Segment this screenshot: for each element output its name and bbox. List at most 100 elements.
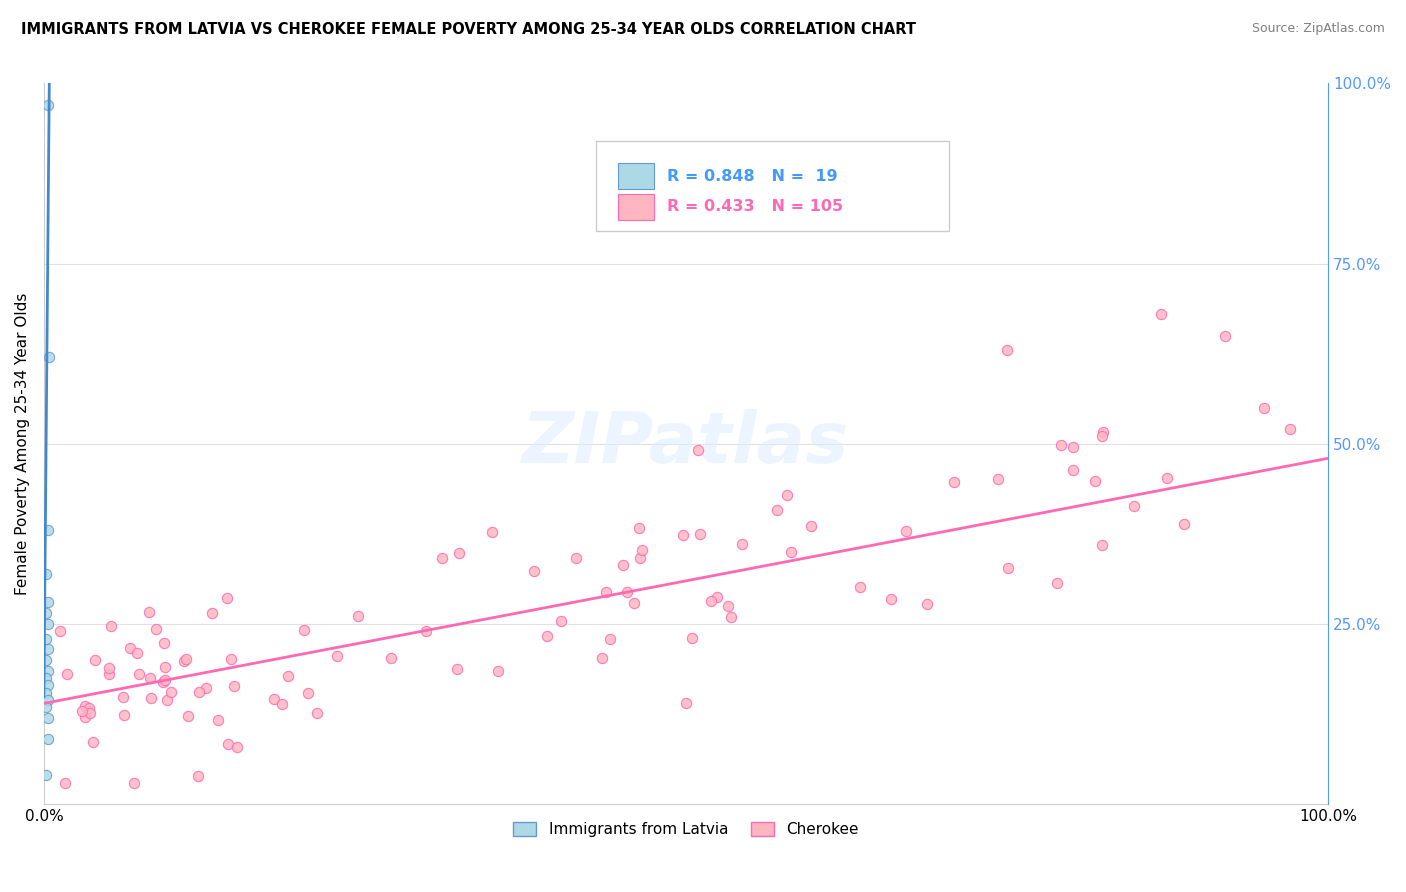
Point xyxy=(124,775,146,789)
FancyBboxPatch shape xyxy=(596,141,949,231)
Point xyxy=(896,524,918,539)
Point xyxy=(1046,575,1069,590)
Point xyxy=(120,641,142,656)
Point xyxy=(1173,516,1195,531)
Point xyxy=(1091,538,1114,552)
Point xyxy=(780,545,803,559)
Point xyxy=(37,524,59,538)
Point xyxy=(98,661,121,675)
Point xyxy=(35,607,58,621)
Point xyxy=(297,686,319,700)
Point xyxy=(481,524,503,539)
Point xyxy=(880,591,903,606)
Point xyxy=(35,685,58,699)
Text: Source: ZipAtlas.com: Source: ZipAtlas.com xyxy=(1251,22,1385,36)
Point xyxy=(731,536,754,550)
Point xyxy=(215,591,238,606)
Point xyxy=(153,636,176,650)
Point xyxy=(84,653,107,667)
Point xyxy=(73,710,96,724)
Point xyxy=(138,606,160,620)
Y-axis label: Female Poverty Among 25-34 Year Olds: Female Poverty Among 25-34 Year Olds xyxy=(15,293,30,595)
Point xyxy=(430,550,453,565)
Point xyxy=(616,585,638,599)
Point xyxy=(187,685,209,699)
Point xyxy=(159,685,181,699)
Point xyxy=(720,609,742,624)
Point xyxy=(1091,429,1114,443)
Point xyxy=(592,651,614,665)
Point xyxy=(79,706,101,721)
Point xyxy=(156,693,179,707)
Point xyxy=(37,693,59,707)
Point xyxy=(37,732,59,747)
Point xyxy=(37,98,59,112)
Point xyxy=(225,739,247,754)
Point xyxy=(152,674,174,689)
Point xyxy=(37,664,59,678)
Point xyxy=(675,697,697,711)
Point xyxy=(111,690,134,704)
Point xyxy=(486,664,509,678)
Point xyxy=(1122,499,1144,513)
Point xyxy=(449,546,471,560)
Bar xyxy=(619,194,654,219)
Point xyxy=(128,667,150,681)
Point xyxy=(446,662,468,676)
Point xyxy=(153,660,176,674)
Point xyxy=(612,558,634,572)
Point xyxy=(207,714,229,728)
Point xyxy=(800,519,823,533)
Point xyxy=(37,678,59,692)
Point xyxy=(1253,401,1275,415)
Point xyxy=(177,708,200,723)
Point xyxy=(139,671,162,685)
Point xyxy=(672,528,695,542)
Point xyxy=(187,769,209,783)
Point xyxy=(35,653,58,667)
Point xyxy=(35,566,58,581)
Point xyxy=(139,690,162,705)
Point xyxy=(522,564,544,578)
Text: IMMIGRANTS FROM LATVIA VS CHEROKEE FEMALE POVERTY AMONG 25-34 YEAR OLDS CORRELAT: IMMIGRANTS FROM LATVIA VS CHEROKEE FEMAL… xyxy=(21,22,917,37)
Point xyxy=(222,679,245,693)
Point xyxy=(766,503,789,517)
Point xyxy=(717,599,740,613)
Point xyxy=(1062,440,1084,454)
Point xyxy=(176,652,198,666)
Point xyxy=(35,671,58,685)
Point xyxy=(628,521,651,535)
Point xyxy=(217,737,239,751)
Point xyxy=(1150,307,1173,321)
Point xyxy=(943,475,966,490)
Point xyxy=(550,614,572,628)
Point xyxy=(848,580,870,594)
Point xyxy=(995,343,1018,358)
Point xyxy=(35,768,58,782)
Point xyxy=(219,652,242,666)
Point xyxy=(686,443,709,458)
Point xyxy=(145,623,167,637)
Point xyxy=(700,594,723,608)
Text: ZIPatlas: ZIPatlas xyxy=(522,409,849,478)
Point xyxy=(631,543,654,558)
Point xyxy=(201,606,224,620)
Point xyxy=(56,666,79,681)
Point xyxy=(1278,422,1301,436)
Point xyxy=(595,585,617,599)
Point xyxy=(38,351,60,365)
Point xyxy=(49,624,72,638)
Point xyxy=(277,669,299,683)
Point xyxy=(689,527,711,541)
Point xyxy=(776,488,799,502)
Point xyxy=(195,681,218,695)
Point xyxy=(628,551,651,566)
Point xyxy=(1084,475,1107,489)
Point xyxy=(326,648,349,663)
Point xyxy=(1092,425,1115,440)
Text: R = 0.848   N =  19: R = 0.848 N = 19 xyxy=(666,169,838,184)
Point xyxy=(1156,470,1178,484)
Point xyxy=(305,706,328,720)
Point xyxy=(127,646,149,660)
Point xyxy=(73,699,96,714)
